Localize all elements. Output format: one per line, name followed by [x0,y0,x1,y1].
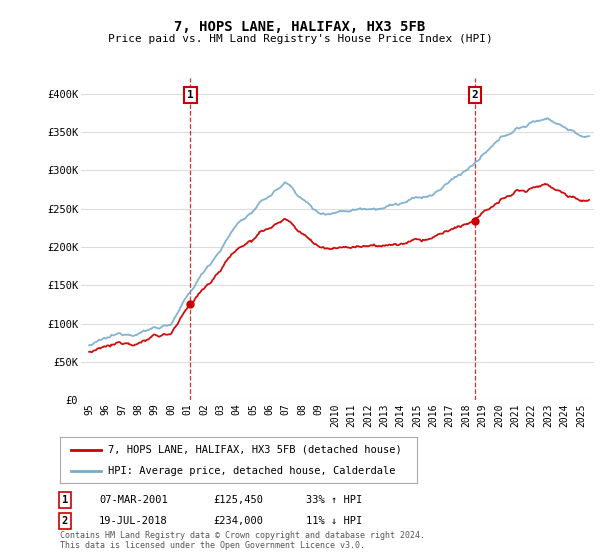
Text: Contains HM Land Registry data © Crown copyright and database right 2024.
This d: Contains HM Land Registry data © Crown c… [60,530,425,550]
Text: 07-MAR-2001: 07-MAR-2001 [99,495,168,505]
Text: Price paid vs. HM Land Registry's House Price Index (HPI): Price paid vs. HM Land Registry's House … [107,34,493,44]
Text: 2: 2 [472,90,478,100]
Text: 19-JUL-2018: 19-JUL-2018 [99,516,168,526]
Text: 2: 2 [62,516,68,526]
Text: £125,450: £125,450 [213,495,263,505]
Text: 1: 1 [187,90,194,100]
Text: 7, HOPS LANE, HALIFAX, HX3 5FB (detached house): 7, HOPS LANE, HALIFAX, HX3 5FB (detached… [108,445,402,455]
Text: 33% ↑ HPI: 33% ↑ HPI [306,495,362,505]
Text: 7, HOPS LANE, HALIFAX, HX3 5FB: 7, HOPS LANE, HALIFAX, HX3 5FB [175,20,425,34]
Text: HPI: Average price, detached house, Calderdale: HPI: Average price, detached house, Cald… [108,466,395,476]
Text: 1: 1 [62,495,68,505]
Text: 11% ↓ HPI: 11% ↓ HPI [306,516,362,526]
Text: £234,000: £234,000 [213,516,263,526]
